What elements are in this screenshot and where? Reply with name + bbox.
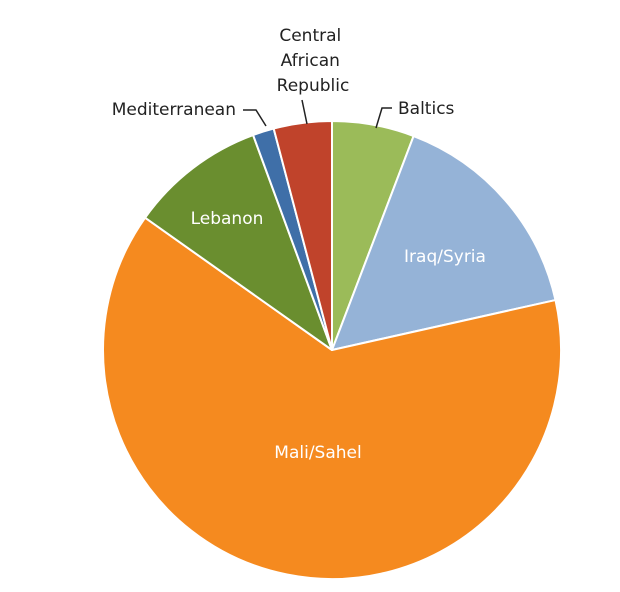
slice-label-lebanon: Lebanon (191, 209, 264, 229)
leader-line-baltics (375, 107, 392, 129)
slice-labels: Baltics Iraq/Syria Mali/Sahel Lebanon Me… (112, 26, 486, 463)
slice-iraq-syria (331, 135, 557, 351)
leader-line-central-african-republic (301, 99, 308, 125)
slice-label-mali-sahel: Mali/Sahel (274, 443, 361, 463)
slice-label-iraq-syria: Iraq/Syria (404, 247, 486, 267)
pie-slices (102, 120, 562, 580)
slice-lebanon (144, 134, 333, 351)
car-label-line-2: African (281, 51, 340, 71)
car-label-line-3: Republic (277, 76, 350, 96)
slice-label-baltics: Baltics (398, 99, 455, 119)
leader-line-mediterranean (243, 109, 267, 127)
slice-label-central-african-republic: Central African Republic (277, 26, 350, 96)
slice-mali-sahel (102, 216, 562, 580)
slice-central-african-republic (272, 120, 333, 351)
leader-lines (243, 99, 392, 129)
slice-label-mediterranean: Mediterranean (112, 100, 236, 120)
car-label-line-1: Central (279, 26, 341, 46)
